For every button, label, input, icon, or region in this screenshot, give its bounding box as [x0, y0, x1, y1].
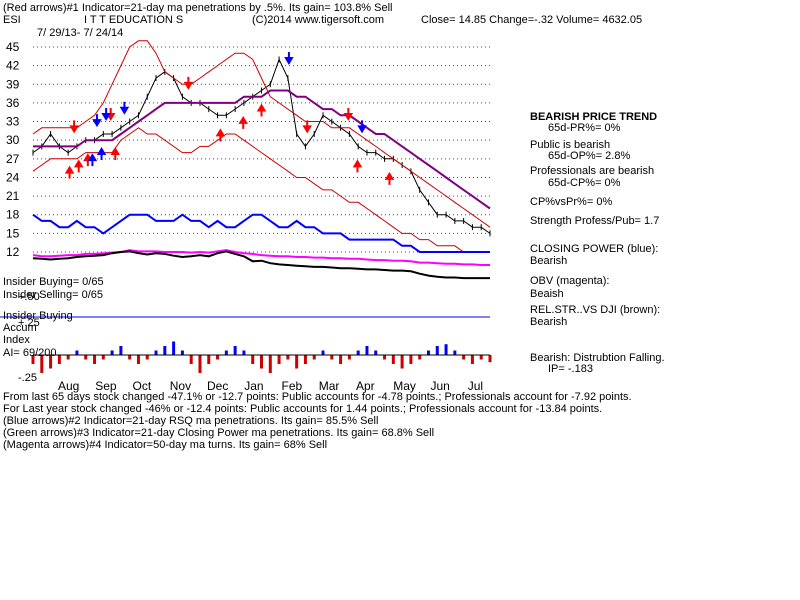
red-down-arrow — [69, 120, 79, 134]
insider-selling: Insider Selling= 0/65 — [3, 289, 103, 301]
op-value: 65d-OP%= 2.8% — [548, 150, 631, 162]
red-down-arrow — [343, 107, 354, 121]
accum-tick-label: -.25 — [18, 372, 37, 384]
y-tick-label: 42 — [6, 59, 20, 73]
indicator-1-text: (Red arrows)#1 Indicator=21-day ma penet… — [3, 2, 393, 14]
x-tick-label: Sep — [95, 379, 117, 393]
y-tick-label: 21 — [6, 189, 20, 203]
accum-tick-label: +.50 — [18, 291, 40, 303]
bearish-trend: BEARISH PRICE TREND — [530, 111, 658, 123]
footer-line-3: (Blue arrows)#2 Indicator=21-day RSQ ma … — [3, 415, 379, 427]
x-tick-label: Mar — [319, 379, 340, 393]
relstr-status: Bearish — [530, 316, 568, 328]
footer-line-4: (Green arrows)#3 Indicator=21-day Closin… — [3, 427, 435, 439]
ma-line — [33, 89, 491, 210]
strength-value: Strength Profess/Pub= 1.7 — [530, 215, 660, 227]
footer-line-5: (Magenta arrows)#4 Indicator=50-day ma t… — [3, 439, 328, 451]
date-range: 7/ 29/13- 7/ 24/14 — [37, 27, 124, 39]
red-up-arrow — [73, 159, 84, 173]
y-tick-label: 15 — [6, 226, 20, 240]
accum-label-2: Accum — [3, 322, 37, 334]
blue-down-arrow — [101, 107, 111, 121]
y-tick-label: 24 — [6, 170, 20, 184]
red-up-arrow — [110, 147, 121, 160]
footer-line-2: For Last year stock changed -46% or -12.… — [3, 403, 603, 415]
obv-label: OBV (magenta): — [530, 275, 610, 287]
y-tick-label: 39 — [6, 77, 20, 91]
price-line — [32, 58, 491, 234]
x-tick-label: Jun — [431, 379, 450, 393]
cpvspr-value: CP%vsPr%= 0% — [530, 196, 613, 208]
x-tick-label: Oct — [133, 379, 152, 393]
closing-power-label: CLOSING POWER (blue): — [530, 243, 659, 255]
x-tick-label: Jan — [244, 379, 263, 393]
y-tick-label: 36 — [6, 96, 20, 110]
red-up-arrow — [64, 165, 75, 179]
red-up-arrow — [238, 115, 248, 129]
y-tick-label: 18 — [6, 208, 20, 222]
accum-label-3: Index — [3, 334, 30, 346]
y-tick-label: 27 — [6, 152, 20, 166]
pr-value: 65d-PR%= 0% — [548, 122, 621, 134]
relstr-label: REL.STR..VS DJI (brown): — [530, 304, 661, 316]
upper-band-line — [32, 40, 491, 228]
obv-status: Beaish — [530, 288, 564, 300]
red-up-arrow — [384, 171, 395, 185]
ticker-symbol: ESI — [3, 14, 21, 26]
cp-value: 65d-CP%= 0% — [548, 177, 621, 189]
footer-line-1: From last 65 days stock changed -47.1% o… — [3, 391, 632, 403]
lower-band-line — [32, 127, 490, 253]
accum-tick-label: +.25 — [18, 317, 40, 329]
x-tick-label: Dec — [207, 379, 228, 393]
relstr-line — [32, 250, 490, 280]
blue-down-arrow — [284, 52, 294, 66]
red-up-arrow — [215, 128, 226, 142]
red-up-arrow — [83, 153, 93, 167]
quote-text: Close= 14.85 Change=-.32 Volume= 4632.05 — [421, 14, 643, 26]
x-tick-label: Feb — [282, 379, 303, 393]
y-tick-label: 45 — [6, 40, 20, 54]
red-down-arrow — [302, 120, 312, 134]
blue-down-arrow — [119, 101, 130, 115]
accum-label-1: Insider Buying — [3, 310, 73, 322]
y-tick-label: 30 — [6, 133, 20, 147]
red-up-arrow — [256, 103, 267, 117]
ip-value: IP= -.183 — [548, 363, 593, 375]
x-tick-label: Aug — [58, 379, 79, 393]
closing-power-status: Bearish — [530, 255, 568, 267]
obv-line — [32, 249, 490, 266]
y-tick-label: 33 — [6, 115, 20, 129]
x-tick-label: Nov — [170, 379, 191, 393]
insider-buying: Insider Buying= 0/65 — [3, 276, 104, 288]
prof-status: Professionals are bearish — [530, 165, 655, 177]
x-tick-label: May — [393, 379, 416, 393]
red-up-arrow — [352, 159, 363, 173]
distribution-status: Bearish: Distrubtion Falling. — [530, 352, 665, 364]
blue-down-arrow — [92, 114, 102, 128]
copyright: (C)2014 www.tigersoft.com — [252, 14, 385, 26]
blue-down-arrow — [357, 120, 367, 134]
red-down-arrow — [183, 76, 194, 90]
x-tick-label: Apr — [356, 379, 375, 393]
x-tick-label: Jul — [468, 379, 483, 393]
public-status: Public is bearish — [530, 139, 611, 151]
closing-power-line — [32, 213, 490, 253]
company-name: I T T EDUCATION S — [84, 14, 184, 26]
blue-up-arrow — [87, 153, 98, 167]
y-tick-label: 12 — [6, 245, 20, 259]
ai-value: AI= 69/200 — [3, 347, 57, 359]
blue-up-arrow — [96, 147, 107, 160]
